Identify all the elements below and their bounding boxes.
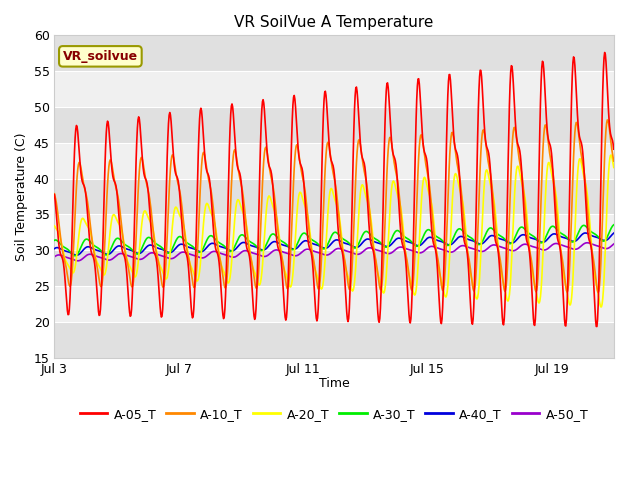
Bar — [54, 286, 614, 322]
Y-axis label: Soil Temperature (C): Soil Temperature (C) — [15, 132, 28, 261]
Bar — [54, 215, 614, 250]
Bar — [54, 107, 614, 143]
Text: VR_soilvue: VR_soilvue — [63, 50, 138, 63]
Bar — [54, 71, 614, 107]
Bar — [54, 36, 614, 71]
Bar — [54, 179, 614, 215]
Bar — [54, 322, 614, 358]
Bar — [54, 143, 614, 179]
Title: VR SoilVue A Temperature: VR SoilVue A Temperature — [234, 15, 434, 30]
Bar — [54, 250, 614, 286]
X-axis label: Time: Time — [319, 377, 349, 390]
Legend: A-05_T, A-10_T, A-20_T, A-30_T, A-40_T, A-50_T: A-05_T, A-10_T, A-20_T, A-30_T, A-40_T, … — [75, 403, 593, 426]
